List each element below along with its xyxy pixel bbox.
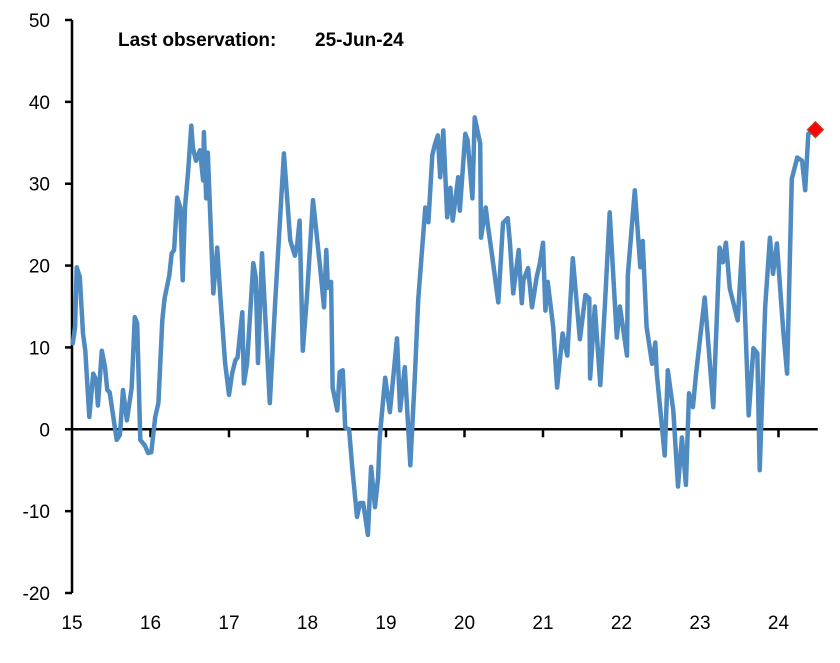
x-tick-label: 18 bbox=[297, 613, 318, 634]
x-tick-label: 19 bbox=[375, 613, 396, 634]
x-tick-label: 16 bbox=[140, 613, 161, 634]
y-tick-label: 20 bbox=[29, 257, 50, 278]
y-tick-label: -10 bbox=[23, 502, 50, 523]
x-tick-label: 15 bbox=[61, 613, 82, 634]
x-axis: 15 16 17 18 19 20 21 22 23 24 bbox=[61, 428, 818, 634]
last-observation-marker bbox=[806, 120, 825, 139]
last-observation-date: 25-Jun-24 bbox=[315, 30, 404, 51]
series-line bbox=[70, 115, 818, 538]
y-tick-label: 0 bbox=[39, 420, 50, 441]
x-tick-label: 22 bbox=[611, 613, 632, 634]
y-tick-label: 10 bbox=[29, 338, 50, 359]
y-tick-label: 30 bbox=[29, 175, 50, 196]
x-tick-label: 21 bbox=[532, 613, 553, 634]
x-tick-label: 23 bbox=[689, 613, 710, 634]
y-tick-label: -20 bbox=[23, 584, 50, 605]
last-observation-label: Last observation: bbox=[118, 30, 276, 51]
y-tick-label: 40 bbox=[29, 93, 50, 114]
x-tick-label: 24 bbox=[768, 613, 790, 634]
y-tick-label: 50 bbox=[29, 11, 50, 32]
y-axis: -20 -10 0 10 20 30 40 50 bbox=[23, 11, 74, 605]
x-tick-label: 17 bbox=[218, 613, 239, 634]
x-tick-label: 20 bbox=[454, 613, 475, 634]
